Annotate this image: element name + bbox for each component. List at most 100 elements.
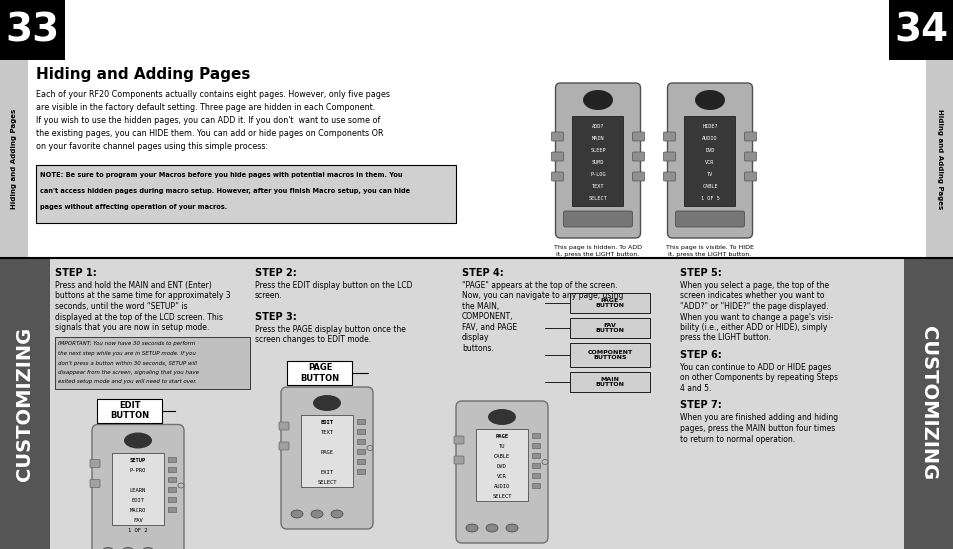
Text: "ADD?" or "HIDE?" the page displayed.: "ADD?" or "HIDE?" the page displayed.	[679, 302, 827, 311]
Ellipse shape	[488, 409, 516, 425]
Text: Press the PAGE display button once the: Press the PAGE display button once the	[254, 325, 405, 334]
Bar	[0, 60, 28, 258]
Text: This page is hidden. To ADD
it, press the LIGHT button.: This page is hidden. To ADD it, press th…	[554, 245, 641, 256]
Bar	[0, 258, 50, 549]
Text: SUMO: SUMO	[591, 160, 603, 165]
Text: TEXT: TEXT	[320, 430, 334, 435]
Text: STEP 1:: STEP 1:	[55, 268, 96, 278]
Text: EXIT: EXIT	[320, 470, 334, 475]
Text: seconds, until the word “SETUP” is: seconds, until the word “SETUP” is	[55, 302, 188, 311]
Text: exited setup mode and you will need to start over.: exited setup mode and you will need to s…	[58, 379, 196, 384]
Text: buttons at the same time for approximately 3: buttons at the same time for approximate…	[55, 292, 231, 300]
Text: CABLE: CABLE	[494, 454, 510, 459]
Text: MAIN
BUTTON: MAIN BUTTON	[595, 377, 624, 388]
Text: STEP 2:: STEP 2:	[254, 268, 296, 278]
Text: pages, press the MAIN button four times: pages, press the MAIN button four times	[679, 424, 835, 433]
Ellipse shape	[102, 547, 113, 549]
Text: STEP 6:: STEP 6:	[679, 350, 721, 360]
Text: FAV: FAV	[133, 518, 143, 523]
Text: disappear from the screen, signaling that you have: disappear from the screen, signaling tha…	[58, 370, 199, 375]
FancyBboxPatch shape	[91, 424, 184, 549]
Bar	[356, 439, 365, 444]
Ellipse shape	[367, 445, 373, 451]
Text: on other Components by repeating Steps: on other Components by repeating Steps	[679, 373, 837, 383]
Text: the next step while you are in SETUP mode. If you: the next step while you are in SETUP mod…	[58, 351, 195, 356]
FancyBboxPatch shape	[456, 401, 547, 543]
Text: Hiding and Adding Pages: Hiding and Adding Pages	[936, 109, 942, 209]
Text: IMPORTANT: You now have 30 seconds to perform: IMPORTANT: You now have 30 seconds to pe…	[58, 341, 195, 346]
Text: press the LIGHT button.: press the LIGHT button.	[679, 333, 770, 343]
Text: pages without affecting operation of your macros.: pages without affecting operation of you…	[40, 204, 227, 210]
Text: screen indicates whether you want to: screen indicates whether you want to	[679, 292, 823, 300]
Bar	[903, 258, 953, 549]
FancyBboxPatch shape	[454, 456, 463, 464]
Text: 4 and 5.: 4 and 5.	[679, 384, 711, 393]
Text: PAGE
BUTTON: PAGE BUTTON	[595, 298, 624, 309]
Bar	[356, 459, 365, 464]
Bar	[569, 293, 649, 313]
Text: 34: 34	[894, 11, 947, 49]
Text: COMPONENT,: COMPONENT,	[461, 312, 513, 322]
Bar	[684, 116, 735, 206]
Text: SELECT: SELECT	[588, 196, 607, 201]
Ellipse shape	[178, 483, 184, 488]
Bar	[356, 419, 365, 424]
Bar	[532, 483, 539, 488]
Bar	[301, 415, 353, 487]
Text: Now, you can navigate to any page, using: Now, you can navigate to any page, using	[461, 292, 622, 300]
Text: SELECT: SELECT	[492, 494, 511, 499]
Ellipse shape	[311, 510, 323, 518]
Text: This page is visible. To HIDE
it, press the LIGHT button.: This page is visible. To HIDE it, press …	[665, 245, 753, 256]
Bar	[476, 429, 527, 501]
Text: When you are finished adding and hiding: When you are finished adding and hiding	[679, 413, 838, 423]
Text: NOTE: Be sure to program your Macros before you hide pages with potential macros: NOTE: Be sure to program your Macros bef…	[40, 172, 402, 178]
Text: STEP 5:: STEP 5:	[679, 268, 721, 278]
Text: COMPONENT
BUTTONS: COMPONENT BUTTONS	[587, 350, 632, 360]
Text: screen changes to EDIT mode.: screen changes to EDIT mode.	[254, 335, 371, 345]
Text: VCR: VCR	[497, 474, 506, 479]
FancyBboxPatch shape	[632, 132, 644, 141]
FancyBboxPatch shape	[662, 172, 675, 181]
Text: EDIT: EDIT	[320, 420, 334, 425]
Bar	[925, 60, 953, 258]
Text: Press and hold the MAIN and ENT (Enter): Press and hold the MAIN and ENT (Enter)	[55, 281, 212, 290]
Ellipse shape	[505, 524, 517, 532]
Text: SETUP: SETUP	[130, 457, 146, 462]
Text: STEP 7:: STEP 7:	[679, 401, 721, 411]
Ellipse shape	[465, 524, 477, 532]
Text: LEARN: LEARN	[130, 488, 146, 492]
FancyBboxPatch shape	[551, 172, 563, 181]
Text: can't access hidden pages during macro setup. However, after you finish Macro se: can't access hidden pages during macro s…	[40, 188, 410, 194]
Bar	[572, 116, 623, 206]
Text: buttons.: buttons.	[461, 344, 494, 353]
FancyBboxPatch shape	[454, 436, 463, 444]
Bar	[168, 496, 175, 501]
Text: displayed at the top of the LCD screen. This: displayed at the top of the LCD screen. …	[55, 312, 223, 322]
Text: DVD: DVD	[704, 148, 714, 153]
Bar	[569, 372, 649, 392]
Bar	[532, 433, 539, 438]
Text: SLEEP: SLEEP	[590, 148, 605, 153]
Text: FAV
BUTTON: FAV BUTTON	[595, 323, 624, 333]
FancyBboxPatch shape	[632, 172, 644, 181]
Text: display: display	[461, 333, 489, 343]
Text: EDIT
BUTTON: EDIT BUTTON	[111, 401, 150, 420]
Text: HIDE?: HIDE?	[701, 124, 717, 129]
Text: TU: TU	[498, 444, 505, 449]
Ellipse shape	[695, 90, 724, 110]
Text: CUSTOMIZING: CUSTOMIZING	[15, 326, 34, 480]
Text: CABLE: CABLE	[701, 184, 717, 189]
Bar	[168, 486, 175, 491]
Bar	[356, 469, 365, 474]
FancyBboxPatch shape	[743, 152, 756, 161]
Bar	[0, 258, 953, 549]
Text: 33: 33	[6, 11, 59, 49]
Text: VCR: VCR	[704, 160, 714, 165]
FancyBboxPatch shape	[667, 83, 752, 238]
Ellipse shape	[582, 90, 613, 110]
Text: Each of your RF20 Components actually contains eight pages. However, only five p: Each of your RF20 Components actually co…	[36, 90, 390, 99]
FancyBboxPatch shape	[662, 152, 675, 161]
Bar	[55, 337, 250, 389]
Bar	[532, 443, 539, 448]
Bar	[888, 0, 953, 60]
